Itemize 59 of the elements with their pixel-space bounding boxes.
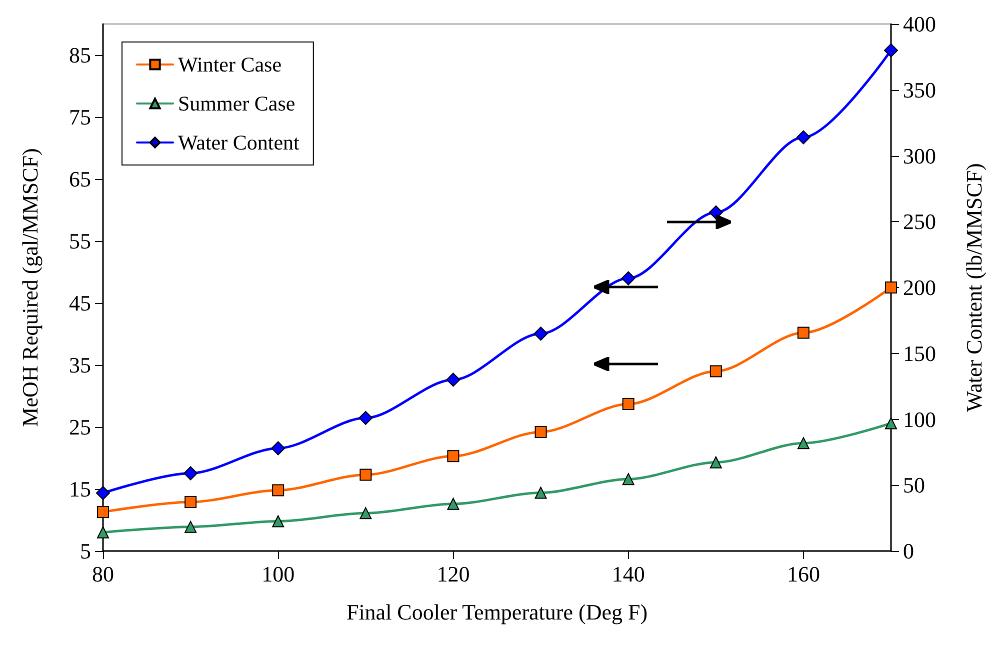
- point: [622, 398, 634, 410]
- point: [796, 130, 810, 144]
- point: [97, 506, 109, 518]
- x-tick-label: 100: [262, 562, 295, 586]
- point: [184, 520, 197, 533]
- y-tick-label: 5: [80, 538, 91, 564]
- x-axis-title: Final Cooler Temperature (Deg F): [346, 600, 648, 624]
- y-tick-label: 25: [69, 414, 91, 440]
- y2-tick-label: 250: [903, 209, 936, 234]
- point: [447, 450, 460, 462]
- point: [884, 43, 898, 58]
- point: [534, 486, 547, 499]
- y-tick-label: 35: [69, 352, 91, 378]
- point: [621, 271, 636, 286]
- legend-label: Water Content: [178, 130, 300, 154]
- y2-tick-label: 200: [903, 275, 936, 300]
- point: [360, 507, 372, 520]
- y-tick-label: 75: [69, 104, 91, 130]
- point: [184, 466, 198, 480]
- legend-label: Summer Case: [178, 92, 296, 116]
- y2-tick-label: 50: [903, 472, 925, 498]
- x-tick-label: 160: [786, 562, 820, 586]
- y-tick-label: 45: [69, 290, 91, 316]
- point: [797, 326, 810, 339]
- y2-tick-label: 100: [903, 406, 936, 432]
- y-tick-label: 15: [69, 476, 91, 502]
- point: [710, 365, 722, 378]
- point: [358, 410, 373, 425]
- y-tick-label: 85: [69, 42, 91, 68]
- x-tick-label: 140: [612, 562, 645, 586]
- point: [710, 456, 722, 468]
- point: [534, 426, 547, 438]
- point: [97, 526, 109, 538]
- legend-label: Winter Case: [178, 52, 282, 76]
- x-tick-label: 120: [436, 562, 470, 586]
- y-tick-label: 55: [69, 228, 91, 254]
- y2-tick-label: 0: [903, 538, 914, 564]
- point: [797, 437, 810, 450]
- y2-tick-label: 350: [903, 77, 936, 102]
- point: [708, 205, 723, 220]
- point: [447, 498, 460, 510]
- point: [885, 417, 897, 430]
- point: [184, 496, 197, 508]
- point: [272, 484, 284, 496]
- y-axis-title: MeOH Required (gal/MMSCF): [18, 148, 42, 427]
- point: [622, 473, 634, 486]
- y2-tick-label: 150: [903, 340, 936, 366]
- point: [96, 486, 110, 500]
- y2-tick-label: 400: [903, 12, 936, 36]
- point: [271, 441, 286, 456]
- point: [360, 468, 372, 481]
- point: [534, 326, 548, 341]
- y-tick-label: 65: [69, 166, 91, 192]
- point: [446, 372, 460, 387]
- y2-tick-label: 300: [903, 143, 936, 168]
- point: [885, 282, 897, 294]
- y2-axis-title: Water Content (lb/MMSCF): [962, 163, 986, 412]
- point: [272, 515, 284, 528]
- x-tick-label: 80: [92, 562, 114, 586]
